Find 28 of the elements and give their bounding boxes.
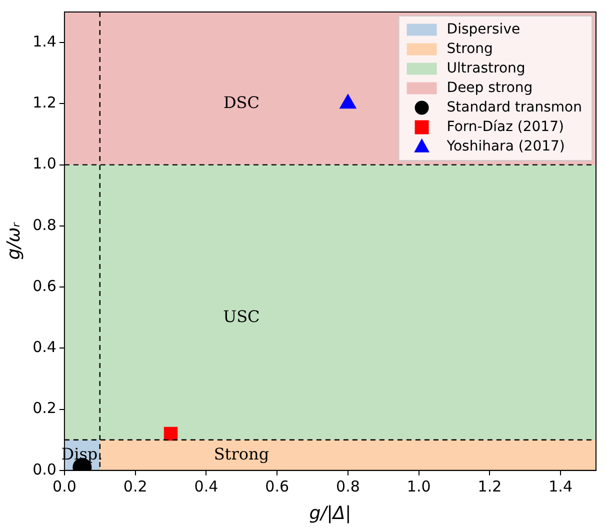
x-tick-label: 0.2 [123,477,148,496]
x-tick-label: 1.2 [478,477,502,496]
x-tick-label: 0.8 [336,477,360,496]
y-tick-label: 0.2 [32,399,56,418]
y-tick-label: 0.4 [32,338,56,356]
x-tick-label: 1.0 [406,477,431,496]
annotation: DSC [223,92,260,112]
legend-label: Deep strong [446,80,533,96]
legend-label: Dispersive [446,21,520,38]
legend-label: Strong [446,40,493,57]
y-tick-label: 1.0 [32,154,56,173]
y-tick-label: 0.6 [32,276,56,295]
y-tick-label: 0.8 [32,216,56,234]
legend-label: Ultrastrong [446,60,526,76]
y-tick-label: 0.0 [32,460,56,478]
annotation: Strong [214,444,270,464]
x-tick-label: 0.6 [265,477,290,496]
annotation: USC [223,306,260,326]
legend-label: Standard transmon [446,99,582,116]
x-tick-label: 0.4 [194,477,218,496]
y-tick-label: 1.4 [32,32,56,50]
y-tick-label: 1.2 [32,94,56,112]
y-axis-title: g/ωᵣ [3,221,24,260]
legend-label: Forn-Díaz (2017) [446,118,564,135]
x-tick-label: 0.0 [52,477,76,496]
x-tick-label: 1.4 [548,477,572,496]
legend-label: Yoshihara (2017) [446,138,565,154]
x-axis-title: g/|Δ| [309,502,352,524]
